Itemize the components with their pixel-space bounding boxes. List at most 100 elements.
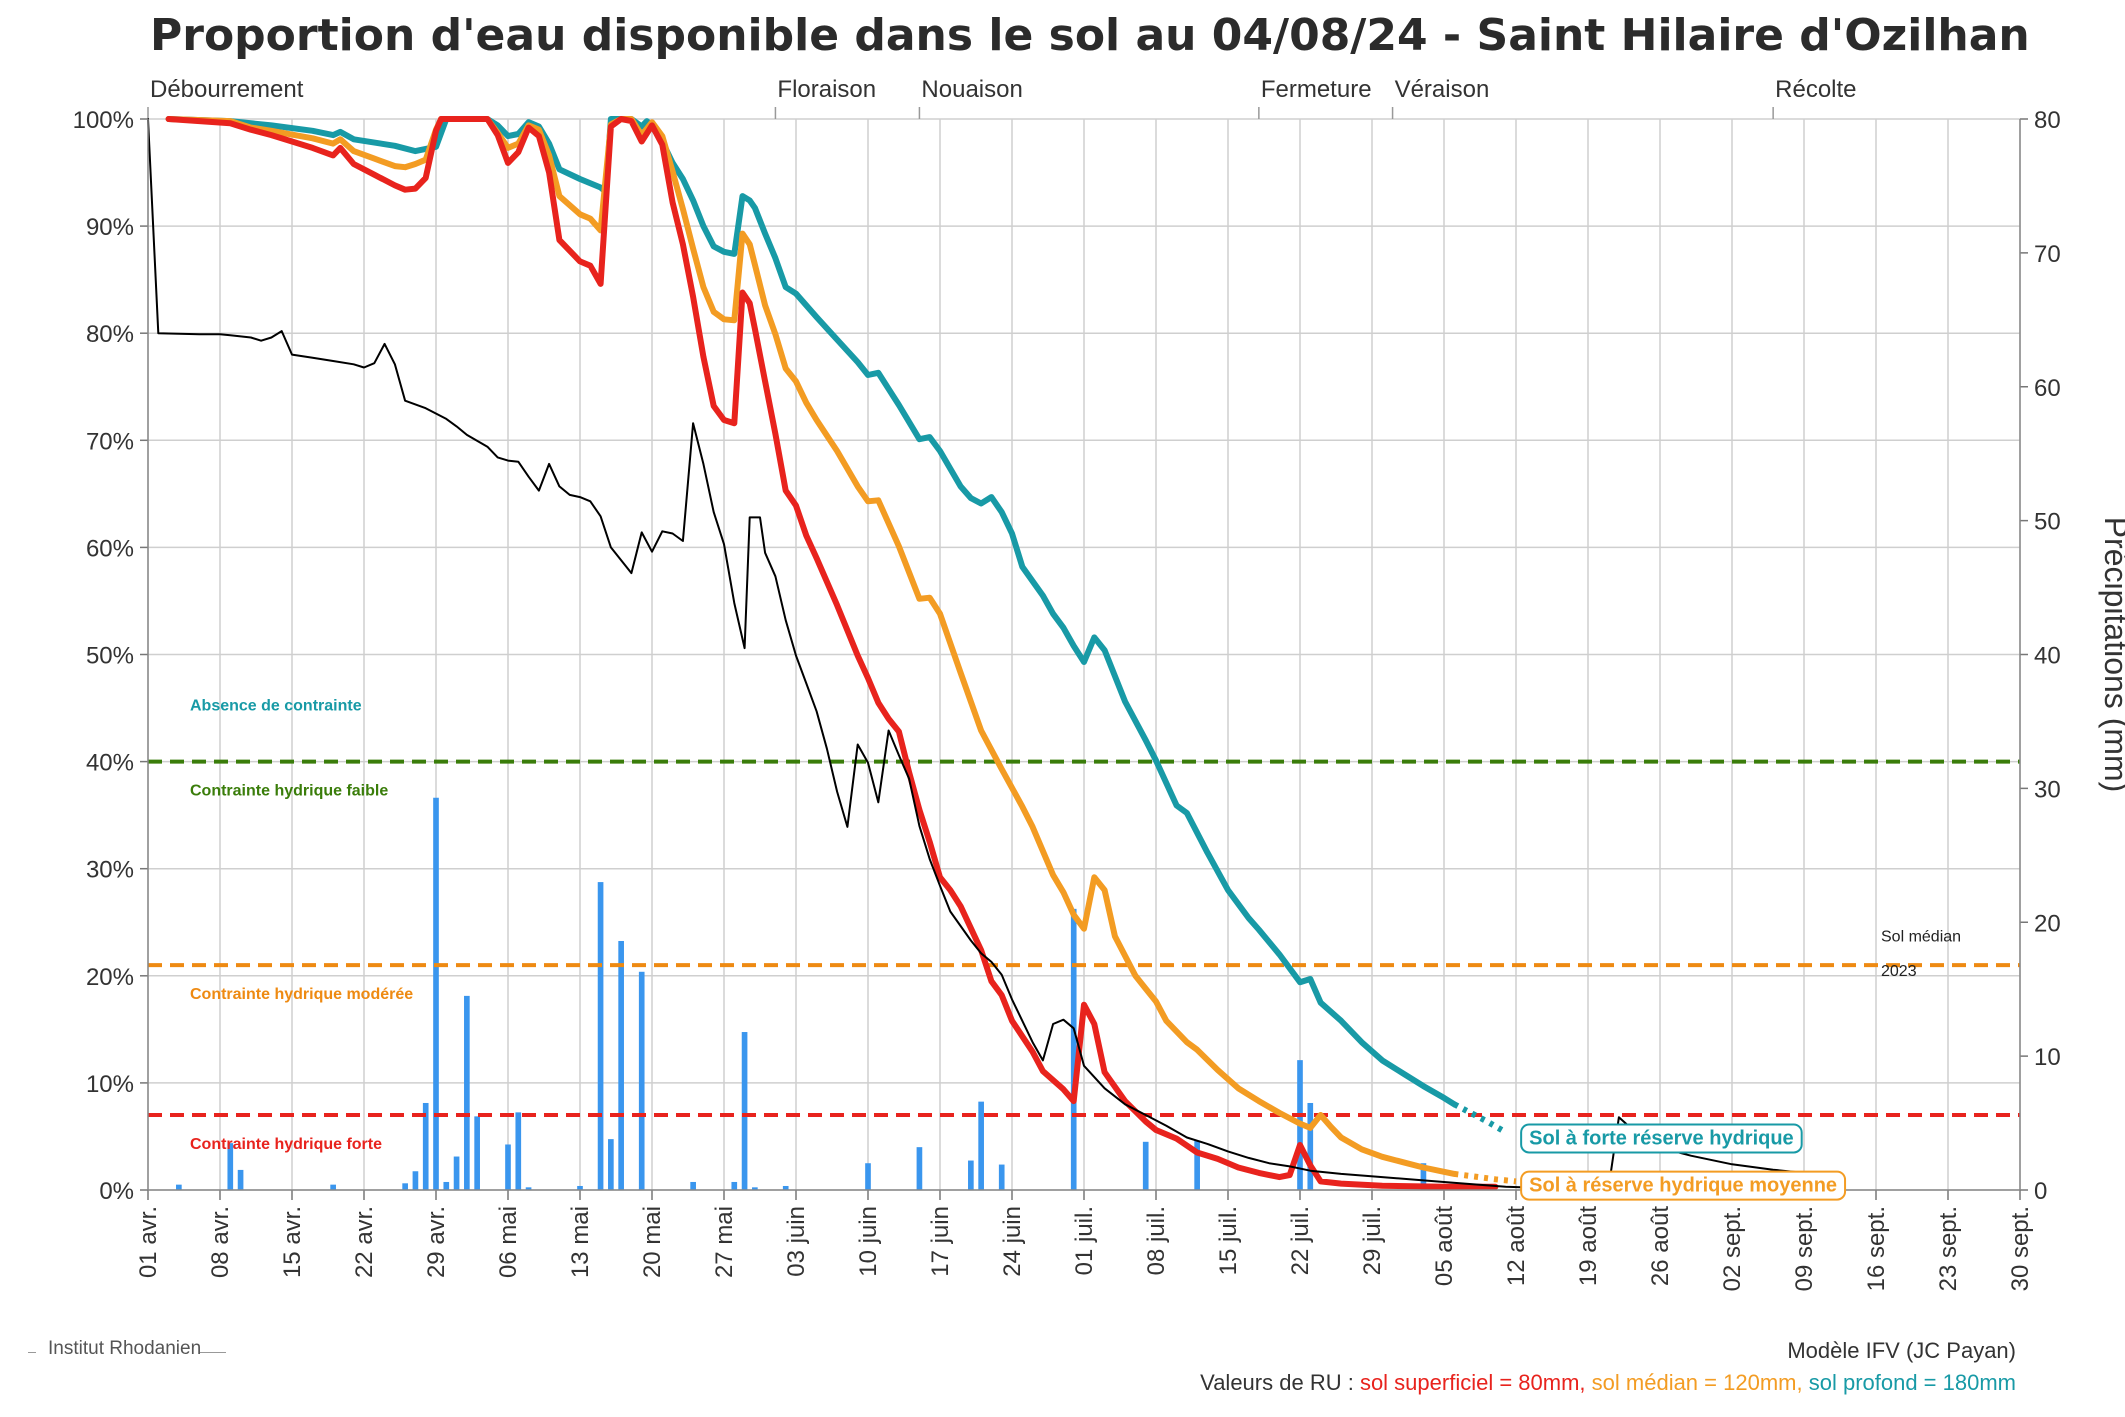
precip-bar — [412, 1171, 419, 1190]
precip-bar — [515, 1112, 522, 1190]
precip-bar — [731, 1181, 738, 1190]
x-tick-label: 01 juil. — [1071, 1206, 1098, 1275]
phenology-label: Floraison — [777, 76, 876, 103]
x-tick-label: 26 août — [1647, 1206, 1674, 1286]
x-tick-label: 05 août — [1431, 1206, 1458, 1286]
end-label-text: Sol à réserve hydrique moyenne — [1529, 1175, 1837, 1197]
chart-labels: Sol médian 2023 Sol à forte réserve hydriq… — [1520, 929, 1961, 1201]
precip-bar — [330, 1184, 336, 1190]
precip-bar — [422, 1102, 429, 1190]
phenology-label: Fermeture — [1261, 76, 1372, 103]
ru-profond: sol profond = 180mm — [1808, 1370, 2016, 1395]
phenology-label: Véraison — [1395, 76, 1490, 103]
ru-label: Valeurs de RU : — [1200, 1370, 1354, 1395]
threshold-label: Contrainte hydrique modérée — [190, 986, 413, 1003]
x-tick-label: 20 mai — [639, 1206, 666, 1278]
x-tick-label: 27 mai — [711, 1206, 738, 1278]
precip-bar — [474, 1116, 480, 1190]
precip-bar — [176, 1184, 182, 1190]
threshold-label: Contrainte hydrique forte — [190, 1136, 382, 1153]
phenology-markers: Débourrement Floraison Nouaison Fermeture Vé… — [147, 76, 1857, 119]
y2-tick-label: 40 — [2034, 643, 2061, 670]
y2-tick-label: 0 — [2034, 1178, 2047, 1205]
y-tick-label: 100% — [73, 107, 134, 134]
precip-bar — [978, 1101, 984, 1190]
stress-thresholds: Absence de contrainte Contrainte hydrique… — [148, 698, 2020, 1153]
series-line — [1453, 1170, 1517, 1185]
grid — [147, 118, 2021, 1191]
series-line — [165, 116, 1458, 1177]
x-tick-label: 12 août — [1503, 1206, 1530, 1286]
x-tick-label: 19 août — [1575, 1206, 1602, 1286]
ru-median: sol médian = 120mm, — [1591, 1370, 1803, 1395]
x-tick-label: 16 sept. — [1863, 1206, 1890, 1291]
y-tick-label: 0% — [99, 1178, 134, 1205]
precip-bar — [453, 1156, 460, 1190]
y2-tick-label: 20 — [2034, 910, 2061, 937]
precip-bar — [968, 1160, 974, 1190]
precip-bar — [577, 1185, 583, 1190]
y2-tick-label: 30 — [2034, 776, 2061, 803]
x-tick-label: 30 sept. — [2007, 1206, 2034, 1291]
precip-bar — [752, 1187, 758, 1190]
annotation-label: 2023 — [1881, 963, 1917, 980]
end-label-box — [1520, 1123, 1803, 1154]
x-tick-label: 22 juil. — [1287, 1206, 1314, 1275]
ru-superficiel: sol superficiel = 80mm, — [1359, 1370, 1586, 1395]
precip-bar — [597, 882, 604, 1190]
y2-tick-label: 10 — [2034, 1044, 2061, 1071]
precip-bar — [1142, 1141, 1149, 1190]
series-line — [147, 118, 1816, 1190]
y2-tick-label: 60 — [2034, 375, 2061, 402]
logo-text: Institut Rhodanien — [48, 1338, 202, 1359]
x-tick-label: 13 mai — [567, 1206, 594, 1278]
precip-bar — [525, 1187, 532, 1190]
y-tick-label: 80% — [86, 321, 134, 348]
institut-rhodanien-logo: Institut Rhodanien — [28, 1338, 201, 1360]
phenology-label: Récolte — [1775, 76, 1856, 103]
y-tick-label: 20% — [86, 964, 134, 991]
y2-tick-label: 70 — [2034, 241, 2061, 268]
end-label-text: Sol à forte réserve hydrique — [1529, 1127, 1794, 1149]
x-tick-label: 02 sept. — [1719, 1206, 1746, 1291]
x-tick-label: 08 avr. — [207, 1206, 234, 1278]
precip-bar — [782, 1185, 789, 1190]
x-tick-label: 09 sept. — [1791, 1206, 1818, 1291]
threshold-label: Contrainte hydrique faible — [190, 783, 388, 800]
precip-bar — [464, 995, 470, 1190]
chart-title: Proportion d'eau disponible dans le sol … — [150, 10, 2030, 61]
precip-bar — [690, 1181, 696, 1190]
precip-bar — [1420, 1163, 1427, 1190]
precip-bar — [865, 1163, 871, 1190]
axes: 0% 10% 20% 30% 40% 50% 60% 70% 80% 90% 100% 01 avr.… — [73, 107, 2125, 1291]
precip-bar — [638, 971, 645, 1190]
x-tick-label: 03 juin — [783, 1206, 810, 1277]
y-tick-label: 70% — [86, 428, 134, 455]
precip-bar — [998, 1164, 1005, 1190]
x-tick-label: 29 juil. — [1359, 1206, 1386, 1275]
x-tick-label: 15 juil. — [1215, 1206, 1242, 1275]
logo-line-left — [28, 1352, 36, 1353]
precip-bar — [916, 1147, 923, 1190]
precip-bar — [1194, 1140, 1200, 1190]
y2-tick-label: 80 — [2034, 107, 2061, 134]
series-line — [165, 116, 1458, 1108]
annotation-label: Sol médian — [1881, 929, 1961, 946]
y-tick-label: 40% — [86, 750, 134, 777]
y-tick-label: 30% — [86, 857, 134, 884]
x-tick-label: 17 juin — [927, 1206, 954, 1277]
x-tick-label: 10 juin — [855, 1206, 882, 1277]
precip-bar — [237, 1169, 244, 1190]
x-tick-label: 08 juil. — [1143, 1206, 1170, 1275]
precip-bar — [1307, 1102, 1314, 1190]
x-tick-label: 22 avr. — [351, 1206, 378, 1278]
x-tick-label: 24 juin — [999, 1206, 1026, 1277]
x-tick-label: 15 avr. — [279, 1206, 306, 1278]
logo-line-right — [200, 1352, 226, 1353]
ru-values: Valeurs de RU : sol superficiel = 80mm, … — [1200, 1370, 2016, 1396]
precip-bar — [443, 1181, 450, 1190]
precip-bar — [618, 940, 624, 1190]
y-tick-label: 60% — [86, 535, 134, 562]
end-label: Sol à forte réserve hydrique — [1520, 1123, 1803, 1154]
series-line — [165, 116, 1499, 1190]
